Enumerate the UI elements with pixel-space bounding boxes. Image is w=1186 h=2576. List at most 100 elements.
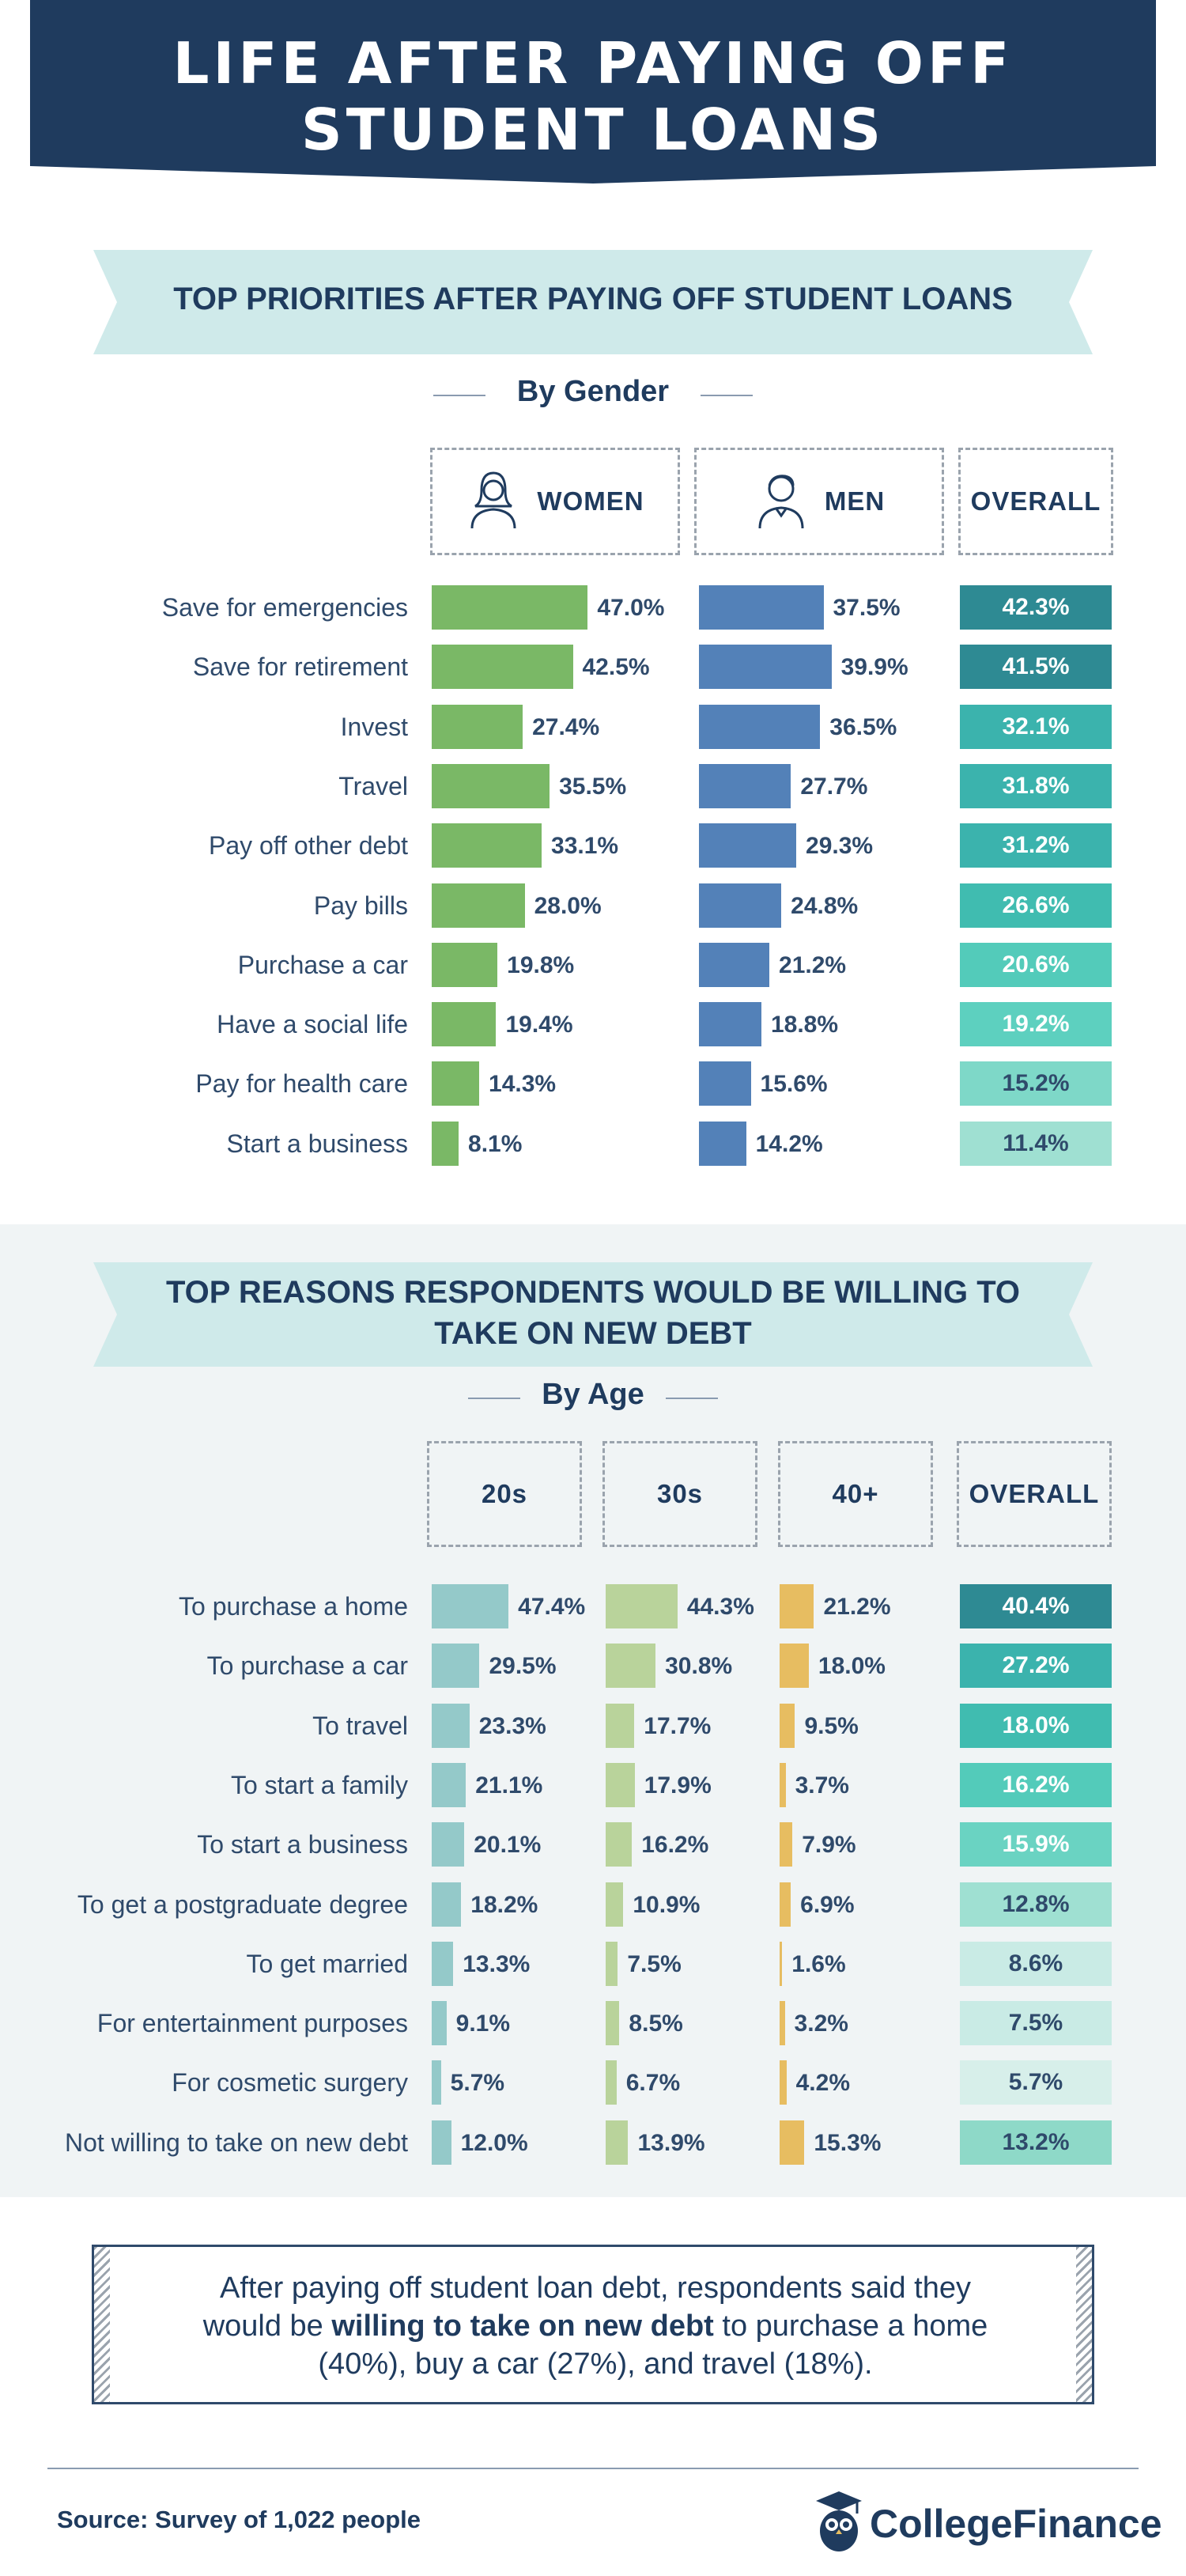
bar-40plus (780, 2060, 787, 2105)
value-label-20s: 5.7% (450, 2070, 505, 2097)
bar-women (432, 823, 542, 868)
overall-value-label: 41.5% (1002, 653, 1070, 680)
value-label-women: 14.3% (489, 1071, 557, 1098)
value-label-women: 42.5% (582, 654, 650, 681)
value-label-20s: 18.2% (470, 1891, 538, 1918)
overall-value-box: 40.4% (960, 1584, 1112, 1628)
value-label-30s: 30.8% (665, 1653, 733, 1680)
value-label-women: 33.1% (551, 833, 619, 860)
bar-men (699, 1121, 746, 1166)
subtitle-rule-right (701, 395, 753, 396)
bar-30s (606, 1703, 635, 1748)
bar-men (699, 1061, 751, 1106)
bar-women (432, 1061, 480, 1106)
row-label: Have a social life (217, 1010, 408, 1039)
row-label: To get married (246, 1949, 408, 1978)
row-label: For entertainment purposes (96, 2009, 408, 2038)
bar-30s (606, 1584, 678, 1628)
overall-value-label: 13.2% (1002, 2128, 1070, 2155)
bar-30s (606, 2060, 617, 2105)
row-label: Pay for health care (195, 1069, 408, 1099)
overall-value-box: 15.9% (960, 1822, 1112, 1867)
bar-men (699, 585, 824, 630)
overall-value-box: 27.2% (960, 1644, 1112, 1689)
value-label-men: 36.5% (829, 713, 897, 740)
row-label: Save for retirement (192, 653, 408, 682)
bar-40plus (780, 1703, 795, 1748)
bar-30s (606, 2120, 629, 2165)
bar-40plus (780, 2001, 785, 2046)
value-label-women: 47.0% (597, 595, 665, 621)
value-label-30s: 16.2% (641, 1832, 709, 1859)
overall-value-label: 15.2% (1002, 1070, 1070, 1097)
row-label: Pay off other debt (208, 831, 408, 861)
value-label-40plus: 3.7% (795, 1772, 849, 1799)
value-label-20s: 20.1% (474, 1832, 542, 1859)
value-label-women: 19.4% (505, 1012, 573, 1038)
overall-value-box: 13.2% (960, 2120, 1112, 2165)
callout-line1: After paying off student loan debt, resp… (220, 2271, 971, 2305)
overall-value-label: 15.9% (1002, 1831, 1070, 1858)
row-label: To purchase a home (179, 1592, 408, 1621)
value-label-30s: 17.7% (644, 1712, 712, 1739)
bar-40plus (780, 1644, 809, 1689)
row-label: To start a family (230, 1770, 408, 1799)
column-header-20s: 20s (427, 1441, 582, 1547)
row-label: To purchase a car (206, 1651, 408, 1681)
value-label-40plus: 9.5% (804, 1712, 859, 1739)
overall-value-box: 15.2% (960, 1061, 1112, 1106)
callout-text: After paying off student loan debt, resp… (142, 2269, 1049, 2383)
value-label-men: 39.9% (840, 654, 908, 681)
footer-divider (47, 2468, 1139, 2469)
subtitle-rule-left (433, 395, 485, 396)
value-label-40plus: 15.3% (814, 2129, 882, 2156)
overall-value-label: 19.2% (1002, 1011, 1070, 1038)
column-label-40plus: 40+ (832, 1479, 879, 1508)
chart-priorities-by-gender: Save for emergencies 47.0% 37.5% 42.3% Save … (0, 0, 1186, 1224)
overall-value-box: 11.4% (960, 1121, 1112, 1166)
bar-women (432, 942, 498, 987)
value-label-20s: 13.3% (463, 1950, 531, 1977)
bar-20s (432, 1584, 509, 1628)
value-label-women: 8.1% (468, 1130, 523, 1157)
bar-men (699, 704, 821, 749)
woman-icon (466, 467, 521, 536)
overall-value-label: 31.8% (1002, 772, 1070, 799)
row-label: Pay bills (313, 891, 408, 920)
overall-value-box: 26.6% (960, 883, 1112, 928)
value-label-women: 19.8% (507, 951, 575, 978)
row-label: Purchase a car (237, 950, 408, 979)
value-label-20s: 21.1% (475, 1772, 543, 1799)
value-label-40plus: 4.2% (795, 2070, 850, 2097)
value-label-20s: 29.5% (489, 1653, 557, 1680)
row-label: Invest (340, 712, 408, 741)
bar-40plus (780, 1941, 783, 1986)
overall-value-label: 12.8% (1002, 1890, 1070, 1917)
overall-value-label: 18.0% (1002, 1712, 1070, 1738)
header-banner-shape (30, 0, 1156, 183)
overall-value-label: 32.1% (1002, 713, 1070, 740)
column-label-30s: 30s (656, 1479, 704, 1508)
bar-women (432, 645, 573, 690)
overall-value-label: 7.5% (1008, 2010, 1063, 2037)
callout-line3: (40%), buy a car (27%), and travel (18%)… (318, 2347, 873, 2381)
column-header-women: WOMEN (430, 448, 680, 555)
overall-value-box: 31.8% (960, 763, 1112, 808)
overall-value-box: 19.2% (960, 1002, 1112, 1047)
column-header-overall: OVERALL (957, 1441, 1112, 1547)
section1-title: TOP PRIORITIES AFTER PAYING OFF STUDENT … (173, 282, 1013, 316)
bar-40plus (780, 1584, 814, 1628)
bar-30s (606, 1941, 618, 1986)
source-note: Source: Survey of 1,022 people (57, 2506, 421, 2533)
overall-value-label: 40.4% (1002, 1593, 1070, 1619)
value-label-20s: 9.1% (455, 2010, 511, 2037)
column-label-men: MEN (824, 486, 886, 516)
value-label-20s: 23.3% (478, 1712, 546, 1739)
bar-30s (606, 1822, 633, 1867)
bar-women (432, 585, 588, 630)
section2-title: TOP REASONS RESPONDENTS WOULD BE WILLING… (93, 1272, 1093, 1354)
bar-women (432, 1002, 497, 1047)
brand-logo: CollegeFinance (814, 2490, 1162, 2553)
value-label-40plus: 3.2% (794, 2010, 848, 2037)
